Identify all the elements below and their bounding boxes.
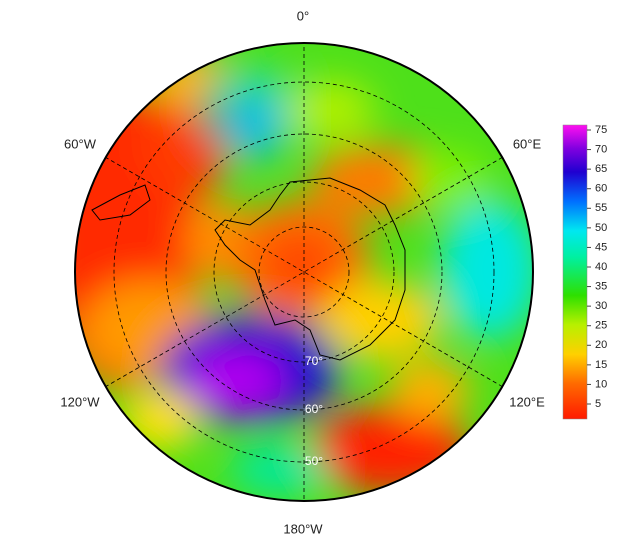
- colorbar-tick-label: 55: [595, 202, 607, 214]
- colorbar-tick-label: 60: [595, 183, 607, 195]
- coastline: [214, 177, 406, 361]
- colorbar-tick-label: 45: [595, 241, 607, 253]
- colorbar-tick-label: 40: [595, 261, 607, 273]
- colorbar-ticks: 5 10 15 20 25 30 35 40 45 50 55 60 65 70 75: [587, 124, 607, 410]
- colorbar-tick-label: 75: [595, 124, 607, 136]
- longitude-label: 60°W: [64, 136, 97, 151]
- latitude-label: 50°: [305, 454, 323, 468]
- colorbar-tick-label: 70: [595, 143, 607, 155]
- colorbar-tick-label: 50: [595, 222, 607, 234]
- colorbar-tick-label: 15: [595, 359, 607, 371]
- graticule: [104, 43, 504, 501]
- longitude-label: 60°E: [513, 136, 542, 151]
- longitude-label: 120°W: [60, 394, 100, 409]
- map-border: [74, 42, 534, 502]
- colorbar-tick-label: 20: [595, 339, 607, 351]
- latitude-label: 70°: [305, 354, 323, 368]
- colorbar-tick-label: 30: [595, 300, 607, 312]
- longitude-label: 0°: [297, 8, 309, 23]
- colorbar-tick-label: 10: [595, 378, 607, 390]
- data-field: [75, 43, 533, 501]
- colorbar-tick-label: 25: [595, 320, 607, 332]
- longitude-label: 180°W: [283, 521, 323, 536]
- colorbar-tick-label: 65: [595, 163, 607, 175]
- latitude-label: 60°: [305, 402, 323, 416]
- longitude-label: 120°E: [509, 394, 545, 409]
- colorbar-tick-label: 35: [595, 280, 607, 292]
- coastline: [91, 184, 151, 221]
- colorbar-tick-label: 5: [595, 398, 601, 410]
- colorbar: [562, 124, 588, 420]
